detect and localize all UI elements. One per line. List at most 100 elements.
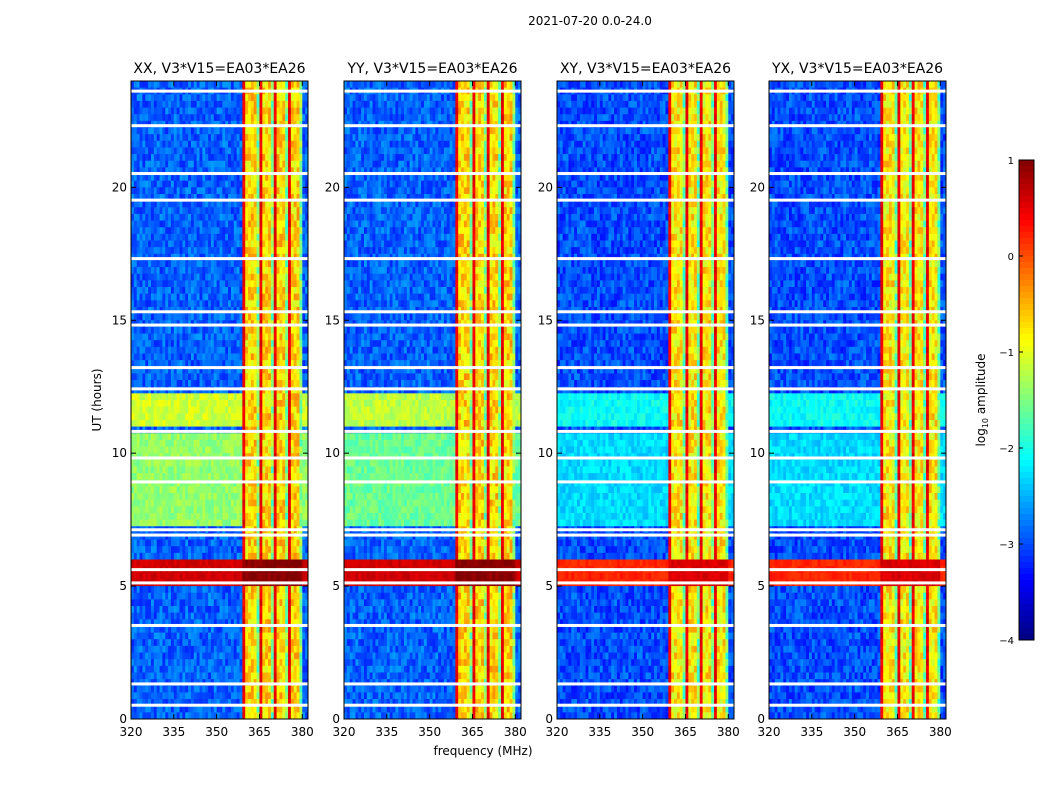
heatmap-cell xyxy=(297,81,300,88)
heatmap-cell xyxy=(257,154,260,161)
heatmap-cell xyxy=(262,181,265,188)
heatmap-cell xyxy=(271,81,274,88)
heatmap-cell xyxy=(271,147,274,154)
heatmap-cell xyxy=(217,108,220,115)
heatmap-cell xyxy=(151,128,154,135)
heatmap-cell xyxy=(205,234,208,241)
heatmap-cell xyxy=(191,207,194,214)
heatmap-cell xyxy=(251,108,254,115)
heatmap-cell xyxy=(282,241,285,248)
heatmap-cell xyxy=(262,147,265,154)
heatmap-cell xyxy=(239,207,242,214)
heatmap-cell xyxy=(220,154,223,161)
heatmap-cell xyxy=(177,187,180,194)
heatmap-cell xyxy=(294,94,297,101)
heatmap-cell xyxy=(145,128,148,135)
heatmap-cell xyxy=(217,294,220,301)
heatmap-cell xyxy=(171,214,174,221)
heatmap-cell xyxy=(154,260,157,267)
heatmap-cell xyxy=(297,207,300,214)
heatmap-cell xyxy=(234,247,237,254)
heatmap-cell xyxy=(277,187,280,194)
heatmap-cell xyxy=(151,181,154,188)
heatmap-cell xyxy=(157,294,160,301)
heatmap-cell xyxy=(231,207,234,214)
heatmap-cell xyxy=(277,207,280,214)
heatmap-cell xyxy=(257,294,260,301)
heatmap-cell xyxy=(168,141,171,148)
heatmap-cell xyxy=(254,94,257,101)
heatmap-cell xyxy=(162,134,165,141)
heatmap-cell xyxy=(205,174,208,181)
heatmap-cell xyxy=(194,141,197,148)
heatmap-cell xyxy=(140,128,143,135)
heatmap-cell xyxy=(162,214,165,221)
heatmap-cell xyxy=(242,187,245,194)
heatmap-cell xyxy=(271,94,274,101)
heatmap-cell xyxy=(299,294,302,301)
heatmap-cell xyxy=(262,141,265,148)
heatmap-cell xyxy=(285,214,288,221)
heatmap-cell xyxy=(154,207,157,214)
heatmap-cell xyxy=(251,187,254,194)
heatmap-cell xyxy=(254,174,257,181)
heatmap-cell xyxy=(282,207,285,214)
heatmap-cell xyxy=(299,214,302,221)
heatmap-cell xyxy=(222,141,225,148)
heatmap-cell xyxy=(220,141,223,148)
heatmap-cell xyxy=(168,247,171,254)
heatmap-cell xyxy=(200,260,203,267)
heatmap-cell xyxy=(162,108,165,115)
heatmap-cell xyxy=(202,221,205,228)
heatmap-cell xyxy=(191,274,194,281)
heatmap-cell xyxy=(282,287,285,294)
heatmap-cell xyxy=(259,221,262,228)
heatmap-cell xyxy=(282,201,285,208)
heatmap-cell xyxy=(154,247,157,254)
heatmap-cell xyxy=(277,287,280,294)
heatmap-cell xyxy=(188,108,191,115)
heatmap-cell xyxy=(142,201,145,208)
heatmap-cell xyxy=(205,81,208,88)
heatmap-cell xyxy=(231,267,234,274)
heatmap-cell xyxy=(242,274,245,281)
heatmap-cell xyxy=(185,134,188,141)
heatmap-cell xyxy=(142,114,145,121)
heatmap-cell xyxy=(214,274,217,281)
heatmap-cell xyxy=(205,227,208,234)
heatmap-cell xyxy=(154,294,157,301)
heatmap-cell xyxy=(217,114,220,121)
heatmap-cell xyxy=(165,207,168,214)
heatmap-cell xyxy=(271,280,274,287)
heatmap-cell xyxy=(268,214,271,221)
heatmap-cell xyxy=(294,108,297,115)
heatmap-cell xyxy=(239,114,242,121)
heatmap-cell xyxy=(294,134,297,141)
heatmap-cell xyxy=(142,141,145,148)
heatmap-cell xyxy=(165,81,168,88)
heatmap-cell xyxy=(148,94,151,101)
heatmap-cell xyxy=(257,201,260,208)
heatmap-cell xyxy=(185,187,188,194)
heatmap-cell xyxy=(239,294,242,301)
heatmap-cell xyxy=(185,101,188,108)
heatmap-cell xyxy=(242,134,245,141)
heatmap-cell xyxy=(242,154,245,161)
heatmap-cell xyxy=(302,280,305,287)
heatmap-cell xyxy=(180,154,183,161)
heatmap-cell xyxy=(188,287,191,294)
heatmap-cell xyxy=(228,154,231,161)
heatmap-cell xyxy=(148,274,151,281)
heatmap-cell xyxy=(297,108,300,115)
heatmap-cell xyxy=(291,227,294,234)
heatmap-cell xyxy=(222,207,225,214)
heatmap-cell xyxy=(157,187,160,194)
heatmap-cell xyxy=(154,227,157,234)
heatmap-cell xyxy=(171,187,174,194)
heatmap-cell xyxy=(191,147,194,154)
heatmap-cell xyxy=(134,234,137,241)
heatmap-cell xyxy=(142,247,145,254)
heatmap-cell xyxy=(214,161,217,168)
heatmap-cell xyxy=(194,81,197,88)
heatmap-cell xyxy=(177,134,180,141)
